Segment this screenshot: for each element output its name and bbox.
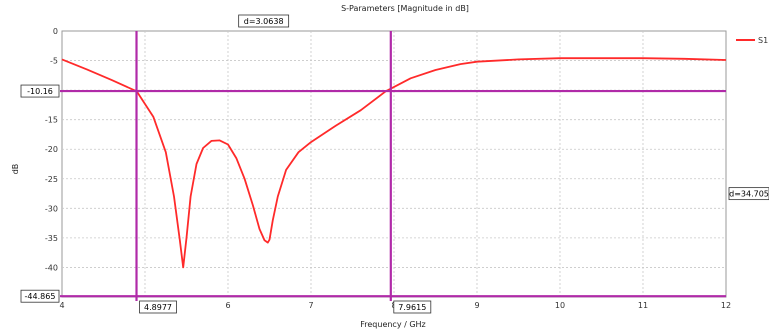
- delta-x-box: [238, 14, 290, 28]
- legend: S1: [736, 36, 768, 45]
- marker-y-value-box: [20, 84, 60, 98]
- marker-x-value-box: [393, 300, 432, 314]
- legend-label-s1: S1: [758, 36, 768, 45]
- marker-y-value: -44.865: [25, 292, 56, 301]
- y-tick-label: -15: [45, 116, 58, 125]
- series-line-s1: [61, 57, 727, 269]
- x-tick-label: 6: [225, 301, 230, 310]
- y-tick-label: -5: [50, 57, 58, 66]
- chart-title: S-Parameters [Magnitude in dB]: [341, 4, 469, 13]
- marker-layer[interactable]: 4.8977 7.9615 -10.16 -44.865 d=3.0638 d=34.70…: [20, 14, 769, 314]
- x-tick-label: 4: [59, 301, 64, 310]
- y-tick-label: -35: [45, 234, 58, 243]
- x-tick-label: 9: [474, 301, 479, 310]
- x-axis-label: Frequency / GHz: [360, 320, 426, 329]
- y-axis-label: dB: [11, 164, 20, 175]
- y-tick-label: -40: [45, 263, 58, 272]
- delta-y-box: [728, 187, 769, 201]
- y-tick-label: 0: [53, 27, 58, 36]
- x-tick-label: 11: [638, 301, 648, 310]
- x-tick-label: 7: [308, 301, 313, 310]
- y-tick-label: -25: [45, 175, 58, 184]
- marker-x-value-box: [139, 300, 177, 314]
- delta-x-label: d=3.0638: [244, 17, 284, 26]
- series-layer: [61, 57, 727, 269]
- y-tick-label: -30: [45, 204, 58, 213]
- marker-x-value: 7.9615: [398, 303, 426, 312]
- x-tick-label: 10: [555, 301, 565, 310]
- marker-x-value: 4.8977: [144, 303, 172, 312]
- y-tick-label: -20: [45, 145, 58, 154]
- marker-y-value-box: [20, 289, 60, 303]
- delta-y-label: d=34.705: [729, 190, 769, 199]
- x-tick-label: 12: [721, 301, 731, 310]
- marker-y-value: -10.16: [27, 87, 53, 96]
